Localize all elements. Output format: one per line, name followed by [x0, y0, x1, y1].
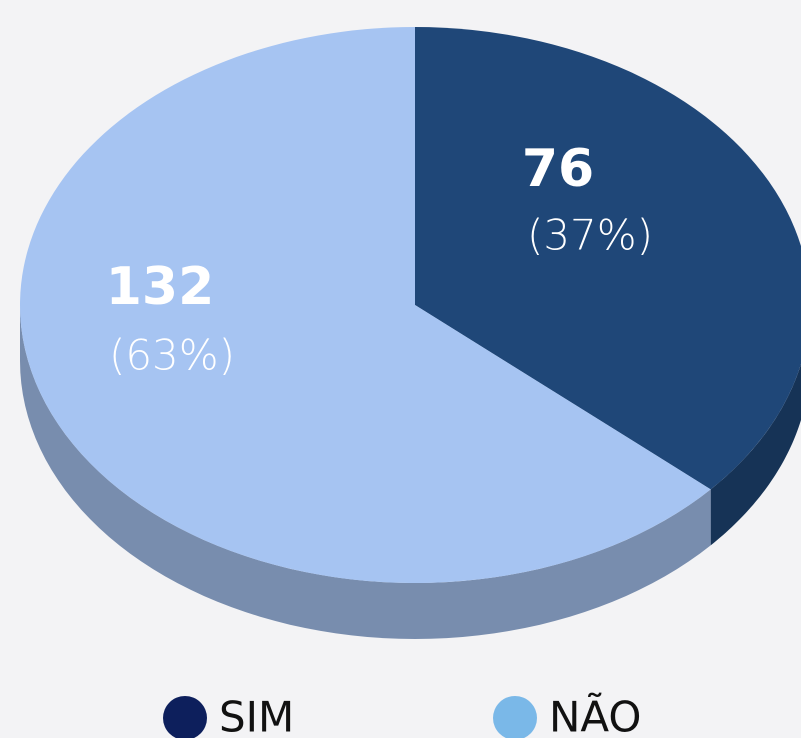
value-label: 76	[522, 139, 594, 199]
legend-swatch	[163, 696, 207, 738]
value-label: 132	[106, 257, 215, 317]
percent-label: (63%)	[109, 331, 235, 380]
slice	[415, 27, 801, 490]
legend-swatch	[493, 696, 537, 738]
slice-side	[20, 305, 711, 639]
slice-side	[710, 363, 801, 546]
legend-label: SIM	[219, 693, 294, 738]
legend-label: NÃO	[549, 692, 641, 738]
slice	[20, 27, 711, 583]
percent-label: (37%)	[527, 211, 653, 260]
